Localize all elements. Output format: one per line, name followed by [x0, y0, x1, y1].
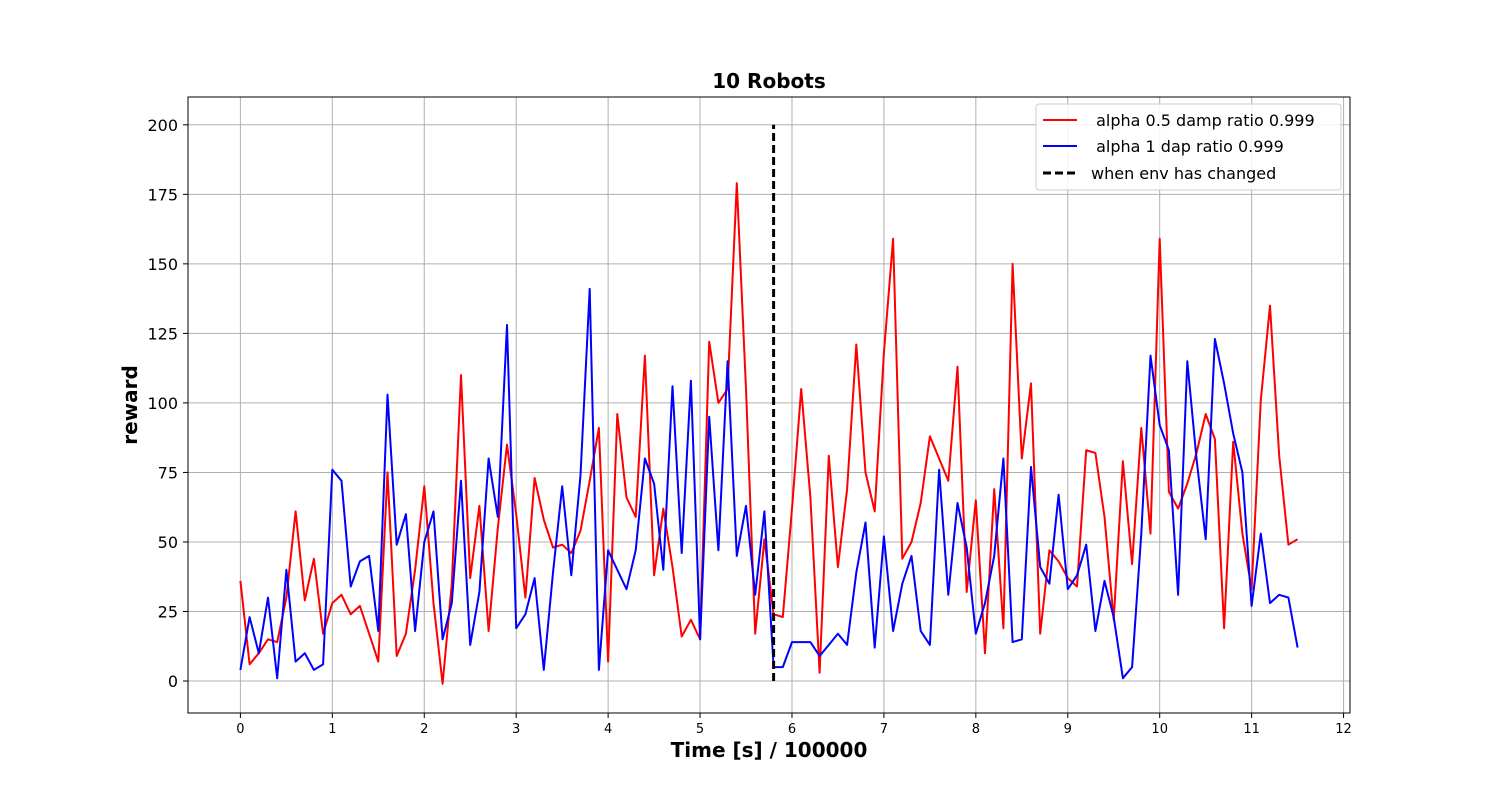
- series-line-1: [239, 182, 1299, 685]
- y-tick-label: 150: [147, 255, 178, 274]
- y-axis-label: reward: [118, 365, 142, 445]
- x-tick-label: 3: [512, 722, 520, 737]
- x-tick-label: 4: [604, 722, 612, 737]
- plot-area-frame: [187, 96, 1351, 714]
- x-tick-label: 0: [236, 722, 244, 737]
- x-tick-label: 5: [696, 722, 704, 737]
- legend-label-series-2: alpha 1 dap ratio 0.999: [1091, 137, 1284, 156]
- x-tick-label: 12: [1335, 722, 1352, 737]
- x-tick-label: 8: [972, 722, 980, 737]
- x-tick-label: 7: [880, 722, 888, 737]
- legend-label-series-3: when env has changed: [1091, 164, 1276, 183]
- y-tick-label: 200: [147, 116, 178, 135]
- y-tick-label: 125: [147, 324, 178, 343]
- x-tick-label: 9: [1064, 722, 1072, 737]
- legend: alpha 0.5 damp ratio 0.999 alpha 1 dap r…: [1035, 103, 1342, 191]
- x-axis-label: Time [s] / 100000: [671, 738, 868, 762]
- series-layer: [239, 124, 1299, 685]
- y-tick-label: 25: [158, 602, 178, 621]
- x-tick-label: 10: [1151, 722, 1168, 737]
- y-tick-label: 0: [168, 672, 178, 691]
- y-tick-label: 100: [147, 394, 178, 413]
- x-tick-label: 6: [788, 722, 796, 737]
- x-tick-label: 2: [420, 722, 428, 737]
- chart-title: 10 Robots: [712, 69, 825, 93]
- legend-label-series-1: alpha 0.5 damp ratio 0.999: [1091, 111, 1315, 130]
- legend-box: [1035, 103, 1342, 191]
- x-tick-label: 11: [1243, 722, 1260, 737]
- series-line-2: [239, 287, 1299, 680]
- y-tick-label: 50: [158, 533, 178, 552]
- y-tick-label: 175: [147, 185, 178, 204]
- x-tick-label: 1: [328, 722, 336, 737]
- y-tick-label: 75: [158, 463, 178, 482]
